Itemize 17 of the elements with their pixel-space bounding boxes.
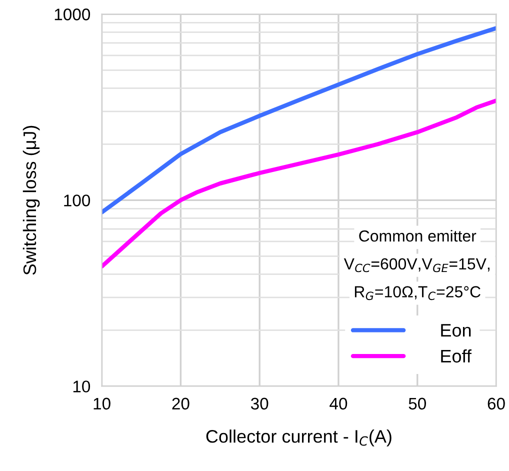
x-tick-label: 60 (488, 398, 505, 410)
line-series (102, 26, 496, 214)
y-tick-label: 1000 (54, 8, 90, 20)
annotation: R$_{G}$=10Ω,T$_{C}$=25°C (354, 286, 480, 300)
legend-label: Eon (441, 324, 471, 337)
annotation: Common emitter (359, 230, 476, 242)
x-tick-label: 50 (408, 398, 426, 410)
x-tick-label: 30 (250, 398, 268, 410)
legend-label: Eoff (441, 349, 472, 363)
annotation: V$_{CC}$=600V,V$_{GE}$=15V, (344, 258, 490, 272)
y-tick-label: 10 (73, 380, 90, 392)
x-tick-label: 10 (94, 398, 110, 410)
x-axis-title: Collector current - I$_{C}$(A) (206, 430, 392, 446)
y-tick-label: 100 (64, 194, 90, 206)
x-tick-label: 20 (172, 398, 190, 410)
x-tick-label: 40 (330, 398, 348, 410)
y-axis-title: Switching loss (μJ) (22, 126, 40, 275)
